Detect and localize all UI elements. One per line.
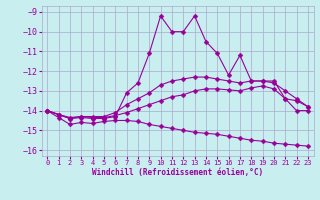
X-axis label: Windchill (Refroidissement éolien,°C): Windchill (Refroidissement éolien,°C) <box>92 168 263 177</box>
